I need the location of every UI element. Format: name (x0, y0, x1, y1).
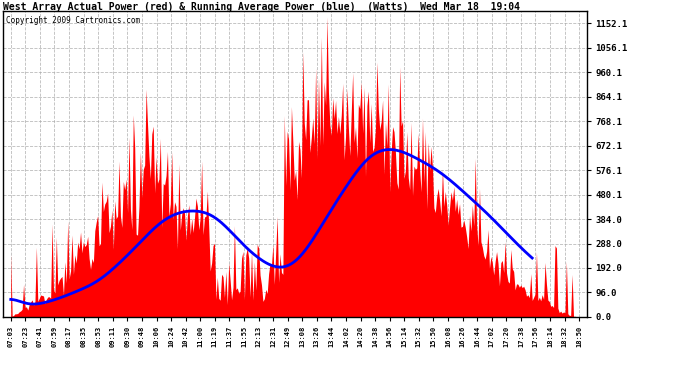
Text: Copyright 2009 Cartronics.com: Copyright 2009 Cartronics.com (6, 16, 141, 25)
Text: West Array Actual Power (red) & Running Average Power (blue)  (Watts)  Wed Mar 1: West Array Actual Power (red) & Running … (3, 2, 520, 12)
